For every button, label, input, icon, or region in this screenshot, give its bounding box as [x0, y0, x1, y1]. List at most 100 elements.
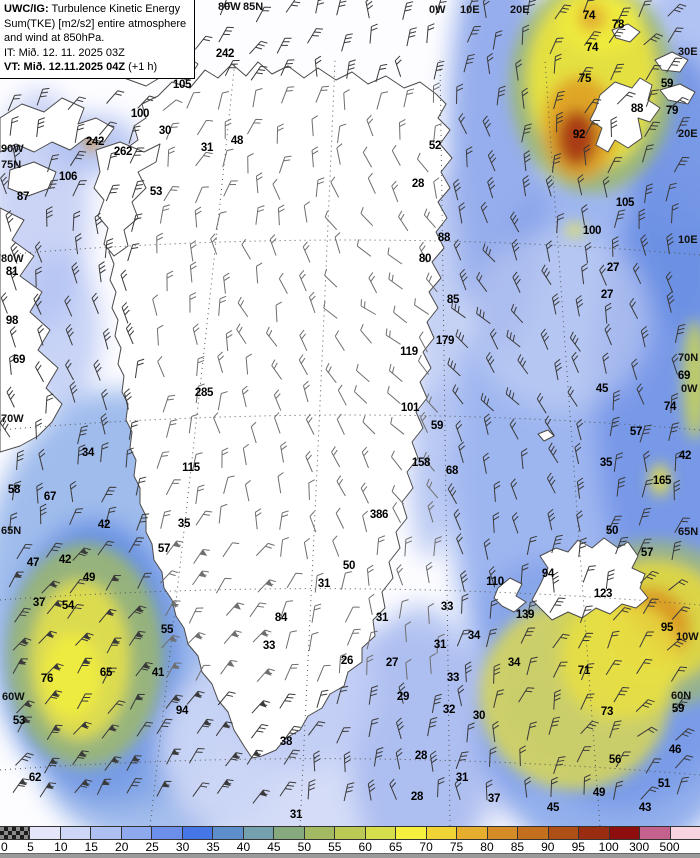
- colorbar-tick-20: 20: [115, 840, 129, 854]
- colorbar-tick-70: 70: [419, 840, 433, 854]
- tke-max-label: 34: [81, 447, 95, 459]
- tke-forecast-map: 242 105 100 30 48 242 262 31 106 53 87 81 52 28 74 78 74…: [0, 0, 700, 826]
- tke-max-label: 158: [411, 457, 431, 469]
- edge-label-70W: 70W: [1, 413, 24, 425]
- colorbar-tick-300: 300: [629, 840, 650, 854]
- tke-max-label: 33: [446, 672, 460, 684]
- tke-max-label: 52: [428, 140, 442, 152]
- tke-max-label: 27: [606, 262, 620, 274]
- tke-max-label: 31: [289, 809, 303, 821]
- tke-max-label: 31: [375, 612, 389, 624]
- colorbar-tick-10: 10: [54, 840, 68, 854]
- tke-max-label: 26: [340, 655, 354, 667]
- colorbar-tick-65: 65: [388, 840, 403, 854]
- tke-max-label: 45: [546, 802, 560, 814]
- colorbar-tick-45: 45: [267, 840, 281, 854]
- tke-max-label: 50: [605, 525, 619, 537]
- tke-max-label: 27: [600, 289, 614, 301]
- edge-label-20E: 20E: [510, 4, 530, 16]
- tke-max-label: 100: [582, 225, 602, 237]
- tke-max-label: 47: [26, 557, 40, 569]
- tke-max-label: 179: [435, 335, 455, 347]
- tke-max-label: 50: [342, 560, 356, 572]
- colorbar-tile-35: [213, 827, 244, 839]
- colorbar-tile-95: [579, 827, 610, 839]
- colorbar-tick-95: 95: [571, 840, 585, 854]
- tke-max-label: 94: [541, 568, 555, 580]
- colorbar-tick-60: 60: [358, 840, 372, 854]
- tke-max-label: 42: [58, 554, 72, 566]
- product-id: UWC/IG:: [4, 3, 49, 15]
- tke-max-label: 57: [629, 426, 643, 438]
- colorbar-tile-65: [396, 827, 427, 839]
- tke-max-label: 28: [414, 750, 428, 762]
- tke-max-label: 92: [572, 129, 586, 141]
- edge-label-80W: 80W: [218, 1, 241, 13]
- tke-max-label: 31: [433, 639, 447, 651]
- edge-label-65N: 65N: [1, 525, 22, 537]
- tke-max-label: 53: [12, 715, 26, 727]
- tke-max-label: 59: [660, 78, 674, 90]
- tke-max-label: 80: [418, 253, 432, 265]
- edge-label-10W: 10W: [676, 631, 699, 643]
- tke-max-label: 105: [172, 79, 192, 91]
- edge-label-85N: 85N: [243, 1, 264, 13]
- edge-label-30E: 30E: [678, 46, 698, 58]
- tke-max-label: 69: [677, 370, 691, 382]
- tke-max-label: 27: [385, 657, 399, 669]
- colorbar-tile-30: [182, 827, 214, 839]
- tke-max-label: 74: [663, 401, 677, 413]
- colorbar-tick-40: 40: [236, 840, 251, 854]
- colorbar-tick-50: 50: [297, 840, 312, 854]
- colorbar-tile-300: [640, 827, 671, 839]
- tke-max-label: 62: [28, 772, 42, 784]
- colorbar-tick-30: 30: [175, 840, 190, 854]
- colorbar-tick-80: 80: [480, 840, 494, 854]
- tke-colorbar: 0 5 10 15 20 25 30 35 40 45 50 55 60 65 70 75 80 85 90 95 10…: [0, 826, 700, 858]
- colorbar-tick-85: 85: [510, 840, 525, 854]
- colorbar-tile-90: [548, 827, 580, 839]
- tke-max-label: 31: [317, 578, 331, 590]
- edge-label-70N: 70N: [678, 352, 699, 364]
- tke-max-label: 79: [665, 105, 679, 117]
- tke-max-label: 85: [446, 294, 460, 306]
- colorbar-tile-500: [670, 827, 700, 839]
- tke-max-label: 73: [600, 706, 614, 718]
- tke-max-label: 69: [12, 354, 26, 366]
- tke-max-label: 57: [640, 547, 654, 559]
- title-line-1: UWC/IG: Turbulence Kinetic Energy: [4, 3, 181, 15]
- colorbar-tick-25: 25: [145, 840, 159, 854]
- tke-max-label: 78: [611, 19, 625, 31]
- bottom-scrollbar[interactable]: [0, 853, 700, 858]
- tke-max-label: 34: [507, 657, 521, 669]
- tke-max-label: 28: [410, 791, 424, 803]
- tke-max-label: 58: [7, 484, 21, 496]
- colorbar-tile-85: [518, 827, 549, 839]
- tke-max-label: 42: [97, 519, 111, 531]
- tke-max-label: 75: [578, 73, 592, 85]
- tke-max-label: 95: [660, 622, 674, 634]
- tke-max-label: 81: [5, 266, 19, 278]
- colorbar-tile-25: [152, 827, 183, 839]
- tke-max-label: 33: [262, 640, 276, 652]
- colorbar-tile-100: [609, 827, 641, 839]
- tke-max-label: 45: [595, 383, 609, 395]
- tke-max-label: 43: [638, 802, 652, 814]
- tke-max-label: 106: [58, 171, 78, 183]
- tke-max-label: 54: [61, 600, 75, 612]
- colorbar-tile-60: [365, 827, 397, 839]
- tke-max-label: 51: [657, 778, 671, 790]
- tke-max-label: 30: [472, 710, 486, 722]
- tke-max-label: 84: [274, 612, 288, 624]
- tke-max-label: 119: [400, 346, 418, 358]
- title-box: UWC/IG: Turbulence Kinetic Energy Sum(TK…: [0, 0, 195, 79]
- title-line-3: and wind at 850hPa.: [4, 32, 105, 44]
- tke-max-label: 28: [411, 178, 425, 190]
- colorbar-tile-45: [274, 827, 305, 839]
- tke-max-label: 100: [130, 108, 150, 120]
- tke-max-label: 68: [445, 465, 459, 477]
- tke-max-label: 242: [85, 136, 105, 148]
- svalbard-coastline: [589, 77, 661, 153]
- tke-max-label: 31: [455, 772, 469, 784]
- tke-max-label: 101: [400, 402, 420, 414]
